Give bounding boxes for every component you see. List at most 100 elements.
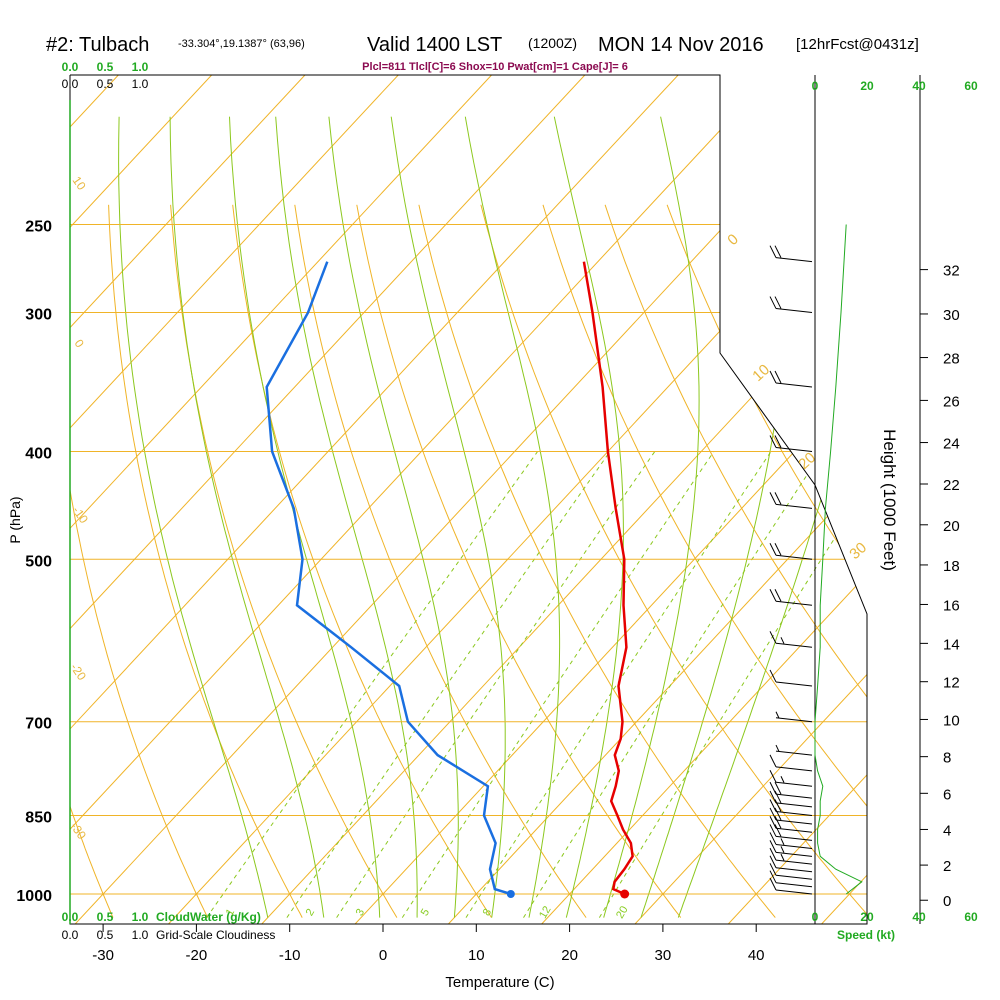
wind-barb-flag (774, 296, 782, 309)
cloudiness-top-tick: 1.0 (132, 77, 149, 91)
temperature-tick-label: -20 (186, 947, 208, 964)
temperature-tick-label: 10 (468, 947, 485, 964)
wind-barb (769, 781, 813, 799)
height-tick-label: 26 (943, 393, 960, 410)
forecast-date: MON 14 Nov 2016 (598, 34, 764, 56)
wind-barb-staff (775, 874, 813, 880)
mixing-ratio-label: 20 (614, 904, 631, 921)
dry-adiabat-line (604, 204, 867, 918)
wind-barb-half (775, 744, 780, 752)
wind-barb (769, 877, 813, 895)
wind-barb-flag (769, 669, 777, 683)
temperature-tick-label: 30 (655, 947, 672, 964)
zulu-time: (1200Z) (528, 35, 577, 51)
wind-barb-staff (775, 882, 813, 888)
temperature-tick-label: -10 (279, 947, 301, 964)
cloudiness-top-tick: 0.0 (62, 77, 79, 91)
wind-barb (769, 824, 813, 841)
forecast-run: [12hrFcst@0431z] (796, 36, 919, 53)
wind-barb-staff (775, 446, 813, 452)
isotherm-line (448, 75, 867, 924)
wind-barb-flag (769, 807, 777, 821)
wind-barb-flag (769, 589, 777, 602)
cloudwater-top-tick: 1.0 (132, 60, 149, 74)
wind-barb-flag (774, 589, 782, 602)
mixing-ratio-line (523, 451, 823, 918)
wind-barb (775, 711, 813, 723)
wind-barb-flag (774, 799, 782, 812)
isotherm-label: 0 (724, 231, 742, 249)
cloudiness-bottom-tick: 0.0 (62, 928, 79, 942)
cloudwater-bottom-tick: 0.0 (62, 910, 79, 924)
cloudiness-bottom-tick: 0.5 (97, 928, 114, 942)
speed-bottom-tick: 60 (964, 910, 978, 924)
moist-adiabat-line (553, 116, 624, 918)
wind-barb-flag (774, 543, 782, 556)
wind-barb-half (775, 711, 780, 719)
speed-top-tick: 20 (860, 79, 874, 93)
mixing-ratio-label: 1 (224, 907, 237, 918)
moist-adiabat-line (229, 116, 381, 918)
wind-barb-half (780, 776, 785, 783)
height-tick-label: 14 (943, 636, 960, 653)
height-tick-label: 2 (943, 858, 951, 875)
height-tick-label: 30 (943, 307, 960, 324)
wind-barb-flag (769, 296, 777, 309)
wind-barb-staff (775, 867, 813, 873)
height-tick-label: 16 (943, 597, 960, 614)
mixing-ratio-line (465, 451, 772, 918)
wind-barb-flag (769, 824, 777, 837)
wind-barb (769, 492, 813, 509)
plot-frame (69, 74, 868, 925)
height-tick-label: 4 (943, 822, 951, 839)
height-tick-label: 24 (943, 436, 960, 453)
cloudwater-top-tick: 0.5 (97, 60, 114, 74)
wind-barb (769, 855, 813, 873)
wind-barb-staff (775, 851, 813, 857)
wind-barb-staff (775, 503, 813, 509)
wind-barb-half (780, 838, 785, 846)
wind-barb-flag (769, 543, 777, 556)
isotherm-line (915, 75, 1000, 924)
dry-adiabat-line (70, 204, 114, 918)
wind-barb (769, 754, 813, 772)
stability-indices: Plcl=811 Tlcl[C]=6 Shox=10 Pwat[cm]=1 Ca… (362, 61, 628, 73)
isotherm-line (70, 75, 679, 924)
mixing-ratio-line (286, 451, 611, 918)
speed-bottom-tick: 0 (812, 910, 819, 924)
isotherm-line (74, 75, 866, 924)
dry-adiabat-line (666, 204, 867, 918)
temperature-tick-label: 40 (748, 947, 765, 964)
dry-adiabat-line (852, 204, 867, 918)
wind-barb-half (780, 637, 785, 644)
isotherm-line (634, 75, 867, 924)
temperature-profile-line (582, 261, 634, 896)
height-tick-label: 12 (943, 675, 960, 692)
moist-adiabat-line (677, 116, 867, 918)
wind-barb-flag (769, 870, 777, 883)
cloudwater-bottom-tick: 0.5 (97, 910, 114, 924)
isotherm-line (821, 75, 867, 924)
wind-barb-staff (775, 843, 813, 849)
height-tick-label: 20 (943, 518, 960, 535)
moist-adiabat-line (603, 116, 700, 918)
wind-barb (769, 296, 813, 314)
wind-barb-flag (769, 770, 777, 783)
dry-adiabat-label: 0 (72, 337, 87, 351)
pressure-tick-label: 400 (25, 445, 52, 462)
speed-bottom-tick: 20 (860, 910, 874, 924)
height-tick-label: 18 (943, 558, 960, 575)
dry-adiabat-line (418, 204, 776, 918)
wind-barb-staff (775, 554, 813, 560)
station-title: #2: Tulbach (46, 34, 149, 56)
pressure-tick-label: 850 (25, 810, 52, 827)
height-tick-label: 6 (943, 786, 951, 803)
wind-barb-flag (769, 877, 777, 891)
pressure-tick-label: 700 (25, 716, 52, 733)
wind-barb-staff (775, 750, 813, 756)
speed-top-tick: 0 (812, 79, 819, 93)
wind-barb-staff (775, 717, 813, 723)
wind-barb-flag (769, 855, 777, 868)
wind-barb-flag (769, 435, 777, 448)
